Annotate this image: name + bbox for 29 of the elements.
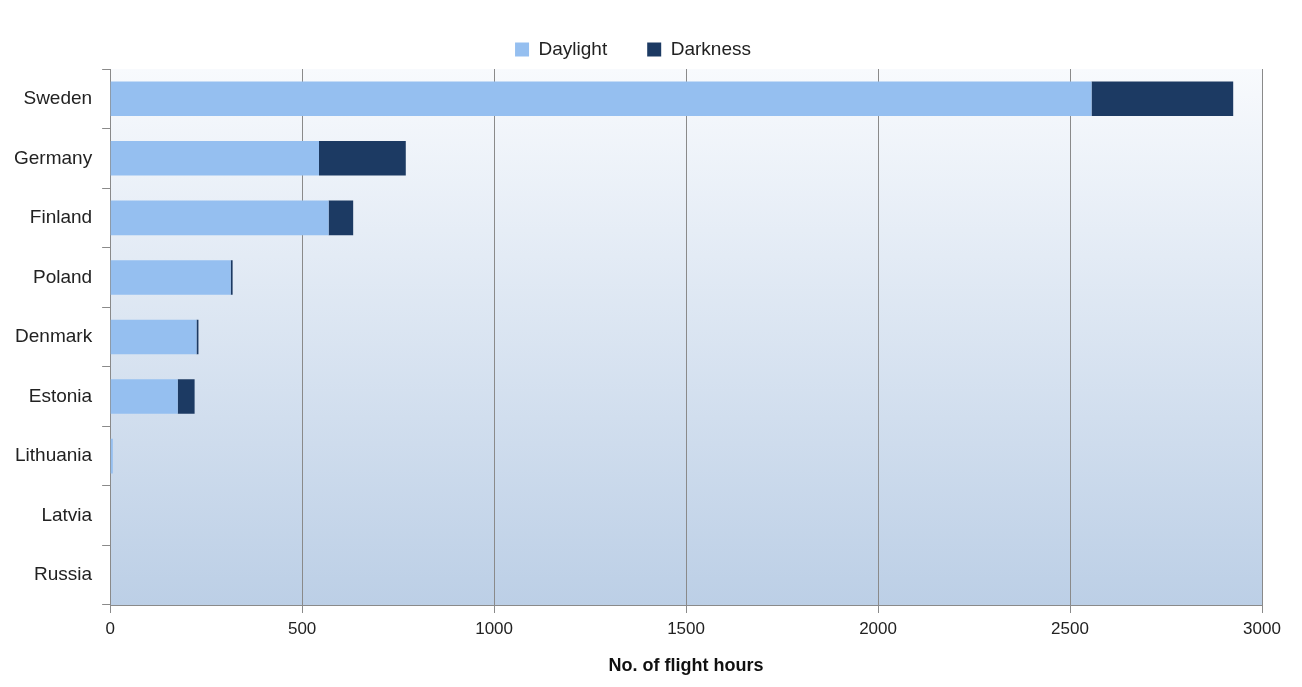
bar [110,319,197,355]
y-tick-label: Estonia [28,384,93,406]
bar [110,379,178,414]
bar [110,200,329,236]
x-tick-label: 3000 [1243,618,1281,638]
y-tick-label: Latvia [41,503,93,525]
bar [1091,81,1234,117]
x-tick-label: 2500 [1051,618,1089,638]
y-tick-label: Poland [32,265,93,287]
bar [110,141,320,176]
bar [110,81,1092,117]
bar [328,200,354,236]
legend-label: Daylight [538,37,608,59]
bar [177,379,195,414]
y-tick-label: Germany [13,146,93,168]
legend-label: Darkness [670,37,751,59]
y-tick-label: Lithuania [15,444,93,466]
y-tick-label: Sweden [23,87,93,109]
x-tick-label: 0 [105,618,115,638]
y-tick-label: Russia [34,563,93,585]
x-tick-label: 1000 [475,618,513,638]
x-axis-title: No. of flight hours [608,655,764,676]
x-tick-label: 1500 [667,618,705,638]
bar [319,141,406,176]
y-tick-label: Finland [29,206,93,228]
bar [110,260,231,295]
x-tick-label: 2000 [859,618,897,638]
x-tick-label: 500 [287,618,317,638]
y-tick-label: Denmark [15,325,93,347]
